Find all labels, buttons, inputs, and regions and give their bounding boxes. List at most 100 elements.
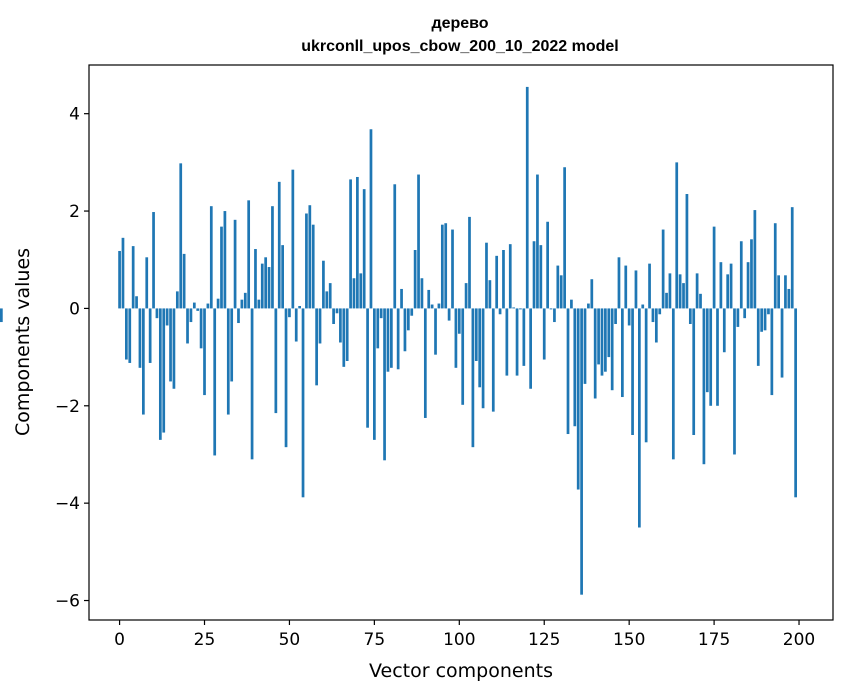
bar <box>780 308 784 378</box>
x-tick-label: 200 <box>783 630 815 650</box>
bar <box>580 308 583 595</box>
bar <box>495 255 499 309</box>
bar <box>386 308 390 372</box>
bar <box>233 219 237 309</box>
x-axis-ticks: 0 25 50 75 100 125 150 175 200 <box>114 620 815 650</box>
bar <box>131 246 135 309</box>
bar <box>288 308 291 318</box>
bar <box>216 298 220 309</box>
bar <box>243 292 247 309</box>
bar <box>406 308 410 331</box>
bar <box>587 303 590 309</box>
bar <box>590 279 594 309</box>
bar <box>668 273 672 309</box>
bar <box>264 257 268 309</box>
bar <box>651 308 655 323</box>
bar <box>719 262 723 309</box>
bar <box>148 308 152 363</box>
bar <box>716 308 719 406</box>
x-tick-label: 125 <box>528 630 560 650</box>
bar <box>488 280 492 309</box>
y-tick-label: 0 <box>69 299 80 319</box>
bar <box>332 308 335 324</box>
y-tick-label: 4 <box>69 105 80 125</box>
bar <box>213 308 217 456</box>
bar <box>437 303 441 309</box>
bar <box>158 308 162 440</box>
bar <box>349 179 352 309</box>
bar <box>515 308 519 376</box>
bar <box>271 206 274 309</box>
bar <box>729 263 733 309</box>
bar <box>746 262 750 309</box>
bar <box>457 308 461 334</box>
bar <box>152 212 155 309</box>
bar <box>369 129 373 309</box>
bar <box>430 304 434 309</box>
bar <box>512 307 516 309</box>
x-tick-label: 75 <box>364 630 386 650</box>
bar <box>478 308 482 388</box>
bar <box>733 308 736 455</box>
bar <box>692 308 696 435</box>
bar <box>155 308 159 319</box>
bar <box>359 273 363 309</box>
bar <box>335 308 339 314</box>
bars-group <box>0 86 797 595</box>
bar <box>128 308 132 363</box>
x-axis-label: Vector components <box>369 660 553 682</box>
bar <box>250 308 254 460</box>
bar <box>274 308 278 414</box>
bar <box>209 206 213 309</box>
bar <box>743 308 747 319</box>
bar <box>468 216 471 309</box>
bar <box>641 304 645 309</box>
bar <box>298 305 301 309</box>
y-tick-label: 2 <box>69 202 80 222</box>
bar <box>773 223 777 309</box>
bar <box>508 244 512 309</box>
bar <box>315 308 318 386</box>
bar <box>260 263 264 309</box>
bar <box>318 308 322 344</box>
bar <box>485 242 488 309</box>
x-tick-label: 150 <box>613 630 645 650</box>
bar <box>502 250 505 309</box>
bar <box>654 308 658 343</box>
bar <box>379 308 383 319</box>
bar <box>135 296 138 309</box>
bar <box>607 308 611 358</box>
bar <box>705 308 709 393</box>
bar <box>794 308 797 498</box>
bar <box>257 299 261 309</box>
bar <box>434 308 437 355</box>
bar <box>631 308 634 435</box>
bar <box>753 210 757 309</box>
bar <box>345 308 349 361</box>
bar <box>566 308 570 435</box>
bar <box>223 211 227 309</box>
bar <box>410 308 414 316</box>
bar <box>600 308 604 376</box>
bar <box>498 308 502 315</box>
bar <box>593 308 597 399</box>
bar <box>464 283 468 309</box>
bar <box>226 308 230 415</box>
bar <box>451 229 454 309</box>
bar <box>532 241 536 309</box>
chart-subtitle: ukrconll_upos_cbow_200_10_2022 model <box>301 38 618 55</box>
bar <box>417 174 420 309</box>
bar <box>413 250 417 309</box>
chart-title: дерево <box>431 15 488 32</box>
bar <box>573 308 577 427</box>
bar <box>519 308 522 310</box>
bar <box>427 289 431 309</box>
bar <box>308 205 312 309</box>
bar <box>383 308 386 461</box>
bar <box>305 213 308 309</box>
bar <box>559 275 563 309</box>
bar <box>393 184 397 309</box>
bar <box>763 308 767 331</box>
bar <box>390 308 393 368</box>
